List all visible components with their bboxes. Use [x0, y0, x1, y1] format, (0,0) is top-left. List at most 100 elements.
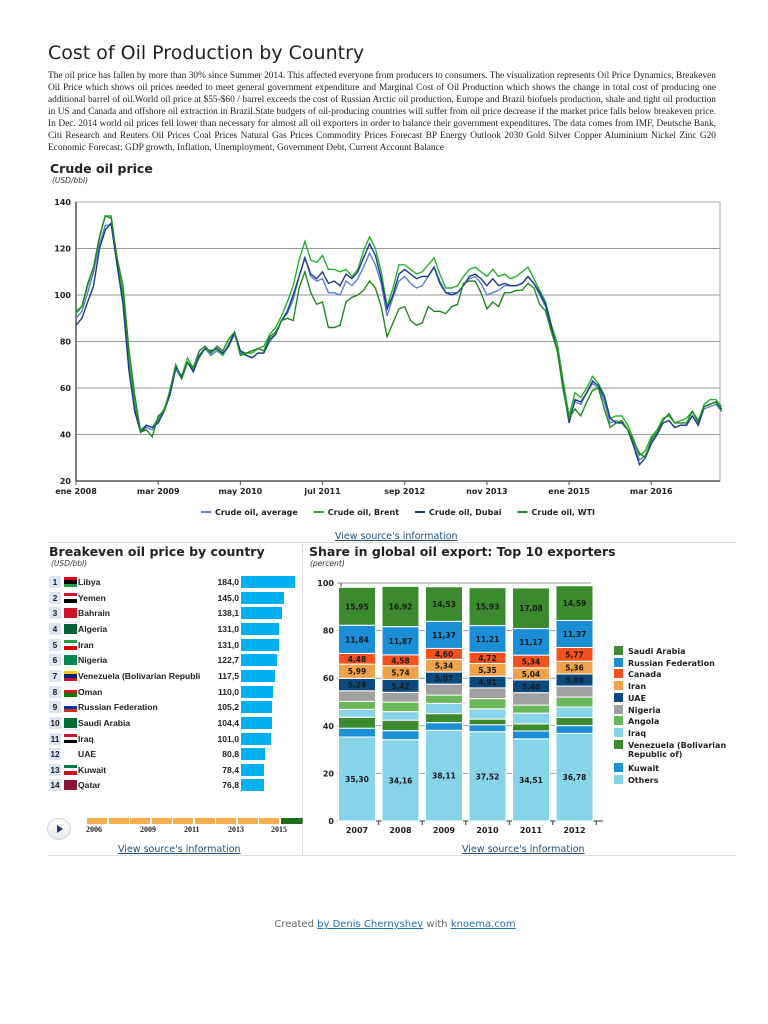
bar-segment	[381, 626, 420, 656]
panel-divider	[302, 544, 304, 854]
x-tick-label: jul 2011	[303, 487, 341, 496]
footer-created: Created	[274, 919, 314, 930]
view-source-link-breakeven[interactable]: View source's information	[118, 844, 241, 855]
breakeven-row[interactable]: 10 Saudi Arabia 104,4	[49, 716, 299, 730]
flag-icon	[64, 623, 77, 634]
timeline-segment[interactable]	[173, 818, 193, 824]
bar-segment	[555, 725, 594, 734]
bar-segment	[381, 691, 420, 703]
breakeven-bar	[241, 669, 276, 682]
data-label: 17,08	[519, 604, 543, 613]
bar-segment	[381, 585, 420, 628]
breakeven-row[interactable]: 4 Algeria 131,0	[49, 622, 299, 636]
bar-segment	[468, 687, 507, 700]
country-name: Bahrain	[78, 608, 110, 619]
timeline-segment[interactable]	[216, 818, 236, 824]
flag-icon	[64, 592, 77, 603]
rank: 3	[49, 607, 61, 620]
bar-segment	[338, 690, 376, 702]
breakeven-bar	[241, 748, 265, 761]
bar-segment	[468, 718, 507, 726]
flag-icon	[64, 764, 77, 775]
timeline-segment[interactable]	[237, 818, 258, 824]
timeline-segment[interactable]	[194, 818, 215, 824]
breakeven-row[interactable]: 8 Oman 110,0	[49, 685, 299, 699]
knoema-link[interactable]: knoema.com	[450, 919, 516, 930]
breakeven-value: 138,1	[217, 608, 239, 619]
y-tick-label: 20	[323, 769, 335, 778]
timeline-segment[interactable]	[130, 818, 150, 824]
breakeven-row[interactable]: 3 Bahrain 138,1	[49, 607, 299, 620]
bar-segment	[555, 619, 594, 648]
rank: 4	[49, 622, 61, 635]
timeline-year-label[interactable]: 2015	[271, 825, 287, 834]
breakeven-row[interactable]: 9 Russian Federation 105,2	[49, 701, 299, 714]
timeline-year-label[interactable]: 2011	[184, 825, 200, 834]
breakeven-row[interactable]: 6 Nigeria 122,7	[49, 654, 299, 667]
breakeven-bar	[241, 576, 295, 588]
timeline-segment[interactable]	[87, 818, 107, 824]
view-source-link-crude[interactable]: View source's information	[335, 531, 458, 542]
page-title: Cost of Oil Production by Country	[48, 42, 365, 64]
y-tick-label: 0	[328, 817, 334, 826]
timeline-segment[interactable]	[108, 818, 129, 824]
rank: 5	[49, 638, 61, 651]
author-link[interactable]: by Denis Chernyshev	[317, 919, 424, 930]
timeline-segment[interactable]	[280, 818, 303, 824]
timeline-segment[interactable]	[151, 818, 172, 824]
breakeven-row[interactable]: 11 Iraq 101,0	[49, 732, 299, 746]
breakeven-row[interactable]: 12 UAE 80,8	[49, 748, 299, 761]
breakeven-bar	[241, 701, 272, 714]
bar-segment	[381, 701, 420, 713]
x-tick-label: sep 2012	[384, 487, 425, 496]
country-name: Oman	[78, 686, 103, 697]
x-tick-label: 2012	[563, 826, 585, 835]
bar-segment	[468, 731, 507, 822]
breakeven-row[interactable]: 13 Kuwait 78,4	[49, 763, 299, 777]
country-name: Venezuela (Bolivarian Republi	[78, 670, 201, 681]
bar-segment	[425, 683, 463, 696]
rank: 10	[49, 716, 61, 729]
legend-item: Nigeria	[614, 704, 661, 715]
data-label: 5,07	[435, 674, 454, 683]
y-tick-label: 140	[54, 198, 71, 207]
timeline-year-label[interactable]: 2009	[140, 825, 156, 834]
rank: 12	[49, 748, 61, 761]
data-label: 15,93	[476, 603, 500, 612]
legend-label: Kuwait	[628, 764, 660, 773]
bar-segment	[555, 585, 594, 621]
breakeven-value: 101,0	[217, 733, 239, 744]
data-label: 5,04	[522, 670, 541, 679]
bar-segment	[338, 727, 376, 738]
crude-chart-unit: (USD/bbl)	[52, 176, 89, 185]
breakeven-row[interactable]: 5 Iran 131,0	[49, 638, 299, 652]
bar-segment	[555, 685, 594, 698]
play-button[interactable]	[47, 818, 71, 840]
legend-item: Russian Federation	[614, 657, 715, 668]
y-tick-label: 100	[54, 291, 71, 300]
bar-segment	[425, 713, 463, 724]
breakeven-row[interactable]: 7 Venezuela (Bolivarian Republi 117,5	[49, 669, 299, 683]
country-name: Yemen	[78, 592, 106, 603]
legend-label: Angola	[628, 717, 660, 727]
timeline-year-label[interactable]: 2006	[86, 825, 102, 834]
legend-swatch	[614, 716, 623, 726]
data-label: 11,21	[476, 635, 500, 644]
flag-icon	[64, 639, 77, 650]
x-tick-label: 2007	[346, 826, 368, 835]
country-name: Libya	[78, 577, 101, 587]
breakeven-row[interactable]: 2 Yemen 145,0	[49, 591, 299, 605]
bar-segment	[468, 587, 507, 627]
breakeven-row[interactable]: 1 Libya 184,0	[49, 576, 299, 589]
x-tick-label: 2008	[389, 826, 412, 835]
breakeven-row[interactable]: 14 Qatar 76,8	[49, 779, 299, 792]
share-unit: (percent)	[310, 559, 345, 568]
legend-item: Iran	[614, 681, 646, 691]
data-label: 35,30	[345, 775, 369, 784]
timeline-segment[interactable]	[259, 818, 279, 824]
timeline-year-label[interactable]: 2013	[228, 825, 244, 834]
legend-item: Saudi Arabia	[614, 646, 686, 656]
bar-segment	[512, 738, 550, 822]
view-source-link-share[interactable]: View source's information	[462, 844, 585, 855]
rank: 13	[49, 763, 61, 776]
